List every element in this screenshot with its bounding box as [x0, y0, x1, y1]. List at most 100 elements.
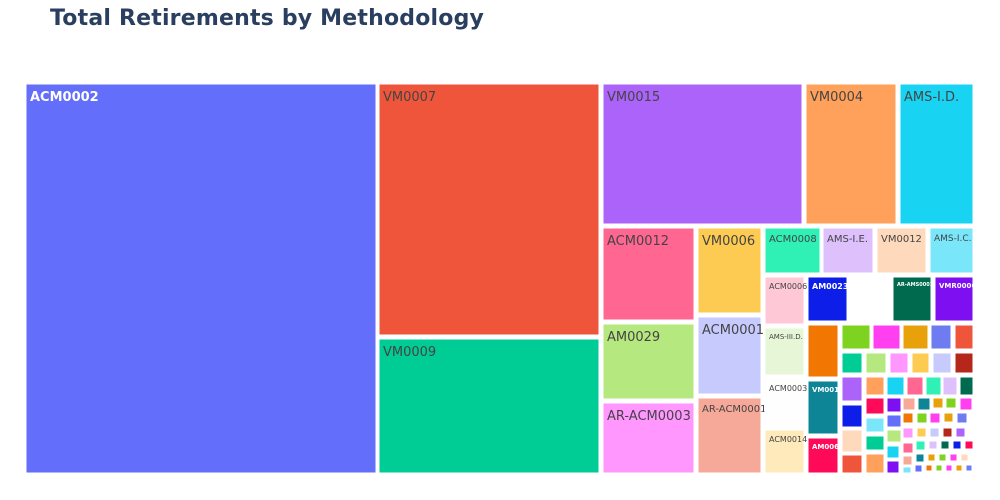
treemap-tile[interactable] [805, 83, 897, 225]
treemap-tile[interactable] [934, 276, 974, 322]
treemap-tile[interactable] [378, 338, 600, 474]
treemap-tile-small[interactable] [906, 376, 924, 396]
treemap-tile-label: AMS-I.E. [827, 234, 868, 245]
treemap-tile-small[interactable] [886, 445, 900, 459]
treemap-tile-small[interactable] [902, 466, 912, 474]
treemap-tile-small[interactable] [902, 412, 914, 424]
treemap-tile-small[interactable] [960, 453, 969, 462]
treemap-tile-small[interactable] [872, 324, 901, 350]
treemap-tile-small[interactable] [915, 453, 925, 463]
treemap-tile-small[interactable] [841, 429, 863, 453]
treemap-tile-label: AM0065 [812, 443, 844, 451]
treemap-tile-small[interactable] [932, 397, 944, 409]
treemap-tile-small[interactable] [964, 440, 974, 450]
treemap-tile-small[interactable] [955, 464, 963, 472]
treemap-tile[interactable] [807, 437, 839, 474]
treemap-tile[interactable] [764, 276, 805, 325]
treemap-tile[interactable] [378, 83, 600, 336]
treemap-tile-small[interactable] [841, 352, 863, 374]
treemap-tile-small[interactable] [942, 427, 953, 438]
treemap-tile[interactable] [602, 83, 803, 225]
treemap-tile-small[interactable] [886, 397, 902, 413]
treemap-tile[interactable] [807, 276, 848, 322]
treemap-tile[interactable] [602, 323, 695, 400]
treemap-tile-label: ACM0002 [30, 90, 99, 105]
treemap-tile-small[interactable] [841, 376, 863, 402]
treemap-tile-small[interactable] [865, 352, 887, 374]
treemap-tile-small[interactable] [954, 352, 974, 374]
treemap-tile[interactable] [876, 227, 927, 274]
treemap-tile-small[interactable] [911, 352, 930, 374]
treemap-tile-small[interactable] [965, 464, 973, 472]
treemap-tile-small[interactable] [916, 427, 927, 438]
treemap-tile-small[interactable] [959, 397, 973, 411]
treemap-tile-small[interactable] [902, 397, 916, 411]
treemap-tile[interactable] [764, 378, 805, 427]
treemap-tile-small[interactable] [943, 412, 954, 423]
treemap-tile[interactable] [602, 402, 695, 474]
treemap-tile-small[interactable] [945, 397, 957, 409]
treemap-tile-small[interactable] [952, 440, 962, 450]
treemap-tile[interactable] [764, 429, 805, 474]
treemap-tile[interactable] [602, 227, 695, 321]
treemap-tile[interactable] [697, 227, 762, 314]
treemap-tile[interactable] [822, 227, 874, 274]
treemap-tile-small[interactable] [956, 412, 968, 424]
treemap-tile-small[interactable] [955, 427, 966, 438]
treemap-tile-small[interactable] [954, 324, 974, 350]
treemap-tile-small[interactable] [886, 414, 902, 428]
treemap-tile-small[interactable] [940, 440, 950, 450]
treemap-tile-small[interactable] [865, 397, 885, 415]
treemap-tile-small[interactable] [932, 352, 952, 374]
treemap-tile[interactable] [697, 316, 762, 395]
treemap-tile-small[interactable] [914, 464, 923, 473]
treemap-tile-label: AM0029 [607, 330, 660, 345]
treemap-tile-small[interactable] [930, 324, 952, 350]
treemap-tile-small[interactable] [949, 453, 958, 462]
treemap-tile-small[interactable] [902, 427, 914, 439]
treemap-tile-small[interactable] [945, 464, 953, 472]
treemap-tile-small[interactable] [902, 455, 913, 466]
treemap-tile-small[interactable] [841, 454, 863, 474]
treemap-tile[interactable] [892, 276, 932, 322]
treemap-tile-label: ACM0003 [769, 384, 807, 393]
treemap-tile-small[interactable] [916, 412, 928, 424]
treemap-tile-small[interactable] [889, 352, 909, 374]
treemap-tile-small[interactable] [865, 376, 885, 396]
treemap-tile-small[interactable] [942, 376, 958, 396]
treemap-tile-small[interactable] [917, 397, 931, 411]
treemap-tile-small[interactable] [935, 464, 943, 472]
treemap-tile[interactable] [25, 83, 377, 474]
treemap-tile-label: VMR0006 [939, 282, 976, 290]
treemap-tile-small[interactable] [865, 417, 885, 433]
treemap-tile[interactable] [764, 227, 821, 274]
treemap-tile-small[interactable] [929, 412, 941, 424]
treemap-tile-small[interactable] [902, 324, 929, 350]
treemap-tile[interactable] [807, 380, 839, 435]
treemap-tile-small[interactable] [929, 427, 940, 438]
treemap-tiles: ACM0002 VM0007 VM0009 VM0015 VM0004 AMS-I.D. A… [25, 83, 976, 474]
treemap-tile[interactable] [764, 327, 805, 376]
treemap-tile-small[interactable] [886, 429, 902, 443]
treemap-tile-small[interactable] [841, 324, 871, 350]
treemap-tile-label: AR-AMS0001 [897, 282, 934, 288]
treemap-tile-small[interactable] [925, 376, 942, 396]
treemap-tile[interactable] [899, 83, 974, 225]
treemap-tile-small[interactable] [915, 440, 926, 451]
treemap-tile-small[interactable] [959, 376, 974, 396]
treemap-tile-small[interactable] [927, 453, 936, 462]
treemap-tile[interactable] [929, 227, 974, 274]
treemap-tile-label: ACM0001 [702, 323, 764, 338]
treemap-tile-small[interactable] [807, 324, 839, 378]
treemap-tile-small[interactable] [928, 440, 938, 450]
treemap-tile-small[interactable] [886, 460, 900, 474]
treemap-tile-small[interactable] [865, 453, 885, 474]
treemap-tile-label: VM0015 [607, 90, 660, 105]
treemap-tile-small[interactable] [925, 464, 933, 472]
treemap-tile-small[interactable] [886, 376, 905, 396]
treemap-tile-small[interactable] [938, 453, 947, 462]
treemap-tile-small[interactable] [865, 435, 885, 451]
treemap-tile[interactable] [697, 397, 762, 474]
treemap-tile-small[interactable] [841, 404, 863, 428]
treemap-tile-small[interactable] [902, 442, 914, 454]
